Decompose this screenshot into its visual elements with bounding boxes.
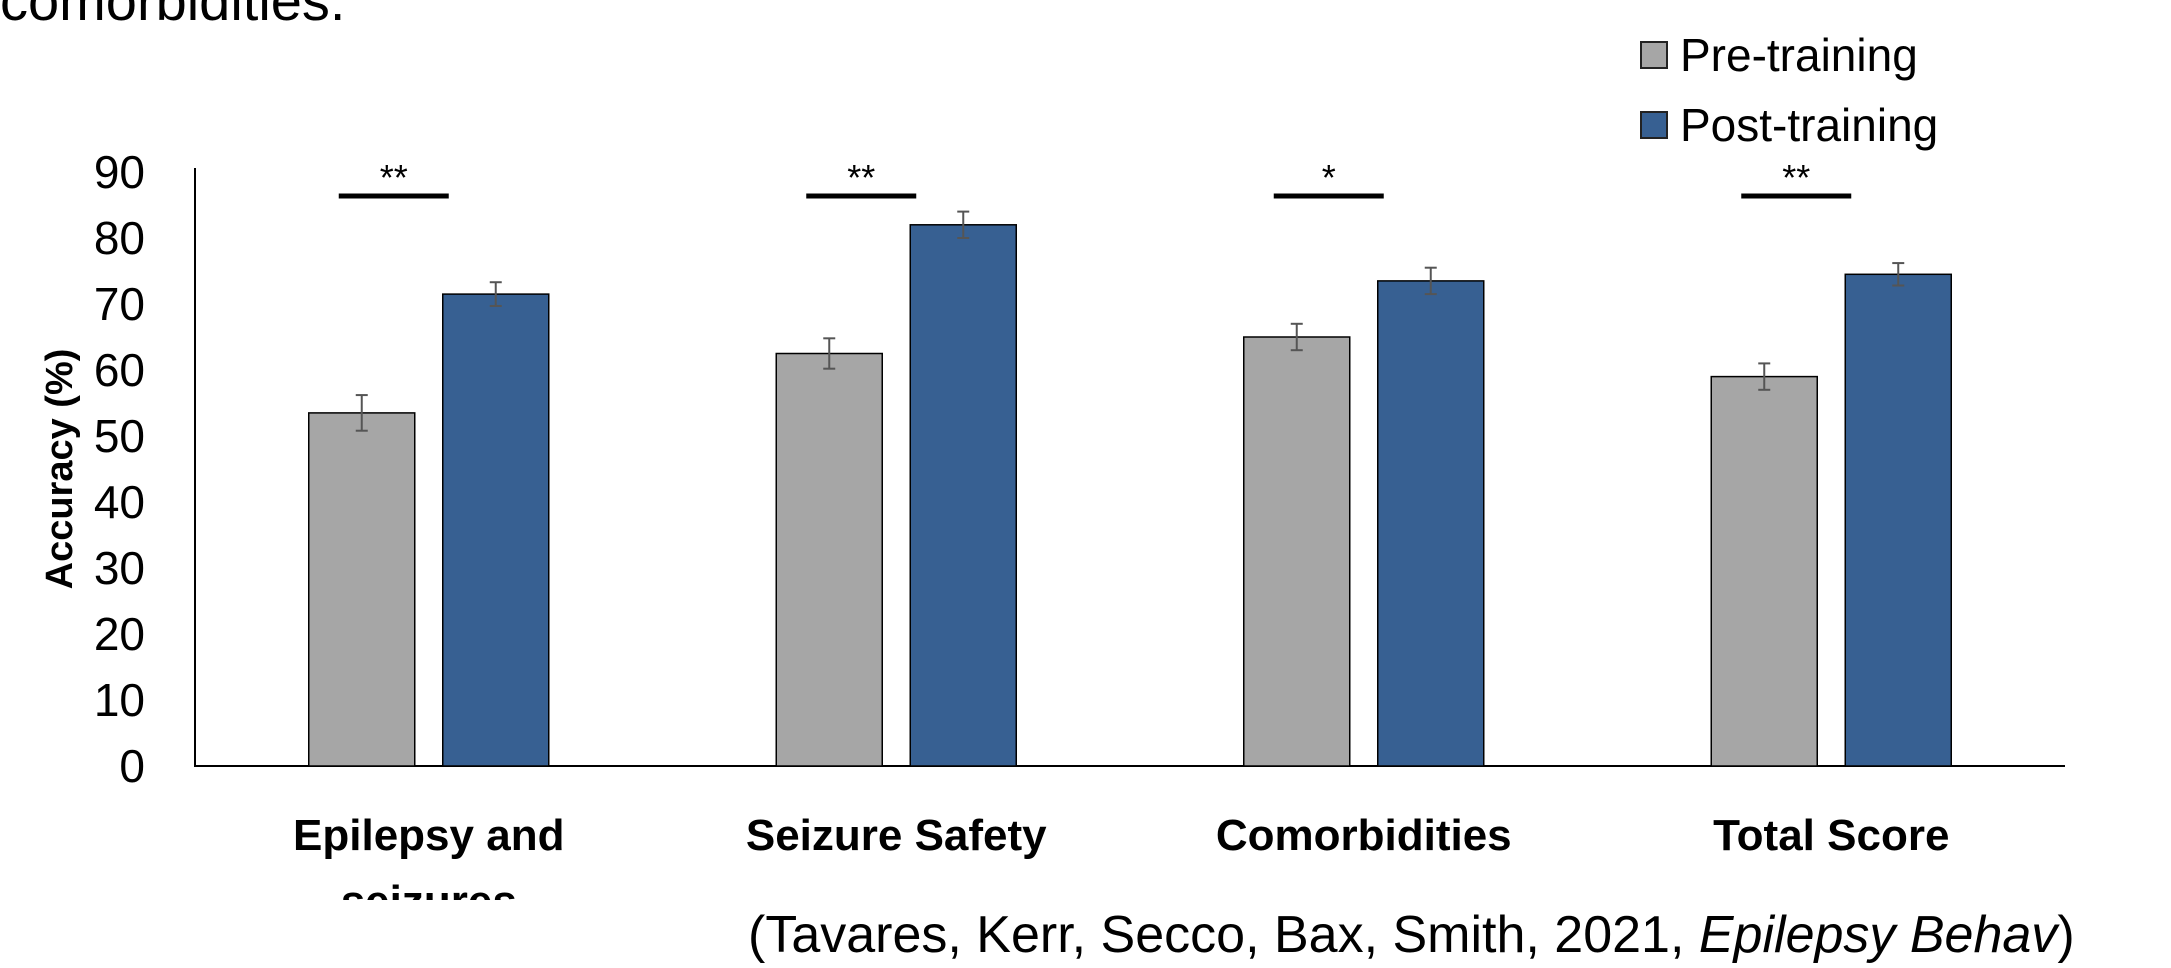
legend-swatch-post-training [1640, 111, 1668, 139]
chart-legend: Pre-training Post-training [1640, 20, 1938, 160]
y-tick-label: 30 [94, 542, 145, 594]
significance-marker: ** [1782, 157, 1810, 198]
legend-label-pre-training: Pre-training [1680, 29, 1918, 81]
bar-pre-training [775, 352, 883, 767]
y-tick-label: 90 [94, 146, 145, 198]
bar-post-training [442, 293, 550, 767]
y-tick-label: 50 [94, 410, 145, 462]
significance-marker: * [1322, 157, 1336, 198]
legend-swatch-pre-training [1640, 41, 1668, 69]
bar-post-training [909, 224, 1017, 767]
y-axis-label: Accuracy (%) [39, 349, 81, 590]
bar-pre-training [308, 412, 416, 767]
bar-post-training [1377, 280, 1485, 767]
significance-marker: ** [380, 157, 408, 198]
x-category-label: Epilepsy and [293, 811, 564, 860]
bar-pre-training [1710, 375, 1818, 767]
citation-journal: Epilepsy Behav [1698, 906, 2058, 964]
y-tick-label: 70 [94, 278, 145, 330]
y-tick-label: 0 [119, 740, 145, 792]
y-tick-label: 40 [94, 476, 145, 528]
citation-suffix: ) [2057, 906, 2075, 964]
legend-item-pre-training: Pre-training [1640, 20, 1938, 90]
legend-label-post-training: Post-training [1680, 99, 1939, 151]
x-category-label: seizures [341, 877, 517, 900]
bar-post-training [1844, 273, 1952, 767]
citation: (Tavares, Kerr, Secco, Bax, Smith, 2021,… [748, 905, 2075, 965]
x-category-label: Total Score [1713, 811, 1949, 860]
y-tick-label: 20 [94, 608, 145, 660]
bar-pre-training [1243, 336, 1351, 767]
top-caption-fragment: comorbidities. [0, 0, 346, 32]
y-tick-label: 80 [94, 212, 145, 264]
x-category-label: Comorbidities [1216, 811, 1512, 860]
y-tick-label: 10 [94, 674, 145, 726]
legend-item-post-training: Post-training [1640, 90, 1938, 160]
x-category-label: Seizure Safety [746, 811, 1047, 860]
significance-marker: ** [847, 157, 875, 198]
bar-chart: 0 10 20 30 40 50 60 70 80 90 Accuracy (%) ** Epileps… [39, 146, 2065, 900]
y-tick-label: 60 [94, 344, 145, 396]
citation-prefix: (Tavares, Kerr, Secco, Bax, Smith, 2021, [748, 906, 1699, 964]
